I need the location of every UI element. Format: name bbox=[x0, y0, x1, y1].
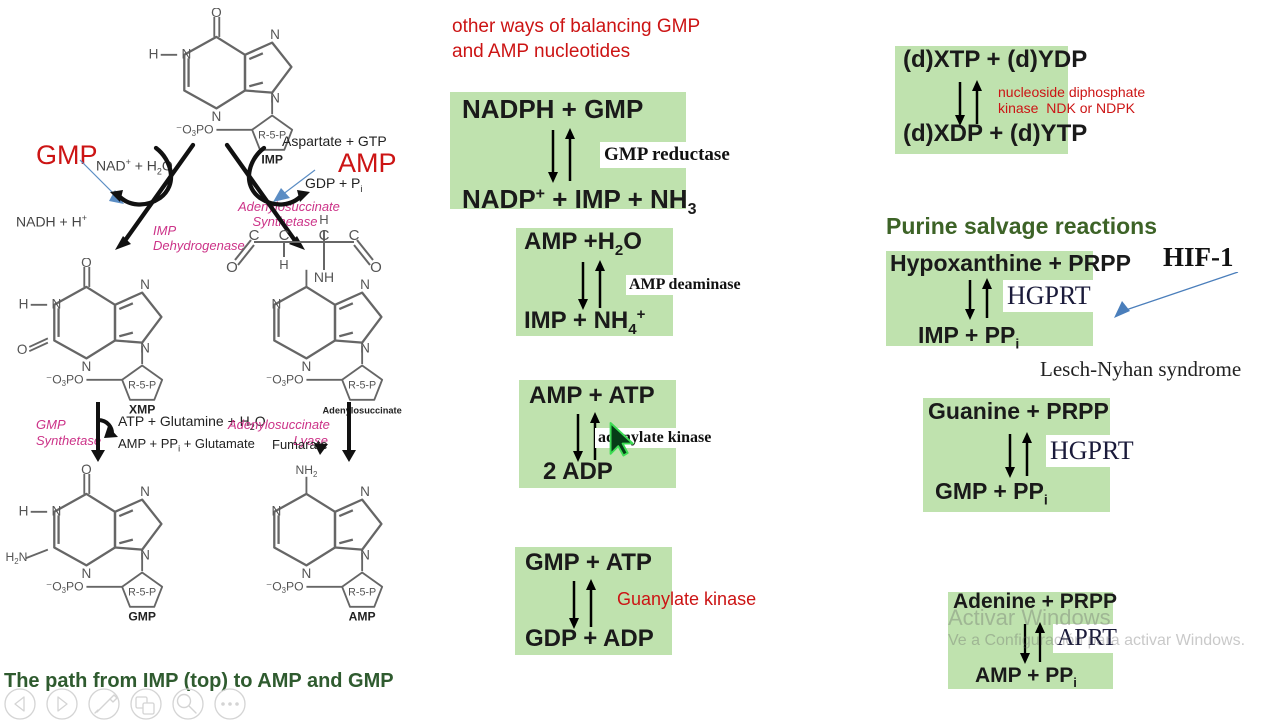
svg-text:N: N bbox=[182, 46, 192, 61]
svg-text:C: C bbox=[349, 227, 360, 244]
svg-text:N: N bbox=[360, 484, 370, 499]
svg-text:H: H bbox=[19, 296, 29, 311]
svg-text:⁻O3PO: ⁻O3PO bbox=[46, 372, 84, 388]
svg-text:N: N bbox=[52, 296, 62, 311]
svg-text:⁻O3PO: ⁻O3PO bbox=[46, 579, 84, 595]
svg-text:R-5-P: R-5-P bbox=[128, 379, 156, 391]
svg-text:NH2: NH2 bbox=[295, 463, 317, 479]
svg-text:N: N bbox=[140, 277, 150, 292]
svg-text:H2N: H2N bbox=[5, 550, 27, 566]
svg-text:N: N bbox=[272, 503, 282, 518]
svg-text:O: O bbox=[81, 462, 92, 477]
svg-text:AMP: AMP bbox=[349, 609, 376, 623]
svg-text:C: C bbox=[319, 227, 330, 244]
svg-text:O: O bbox=[211, 8, 222, 20]
svg-text:C: C bbox=[279, 227, 290, 244]
svg-text:N: N bbox=[270, 27, 280, 42]
svg-text:O: O bbox=[17, 342, 28, 357]
svg-text:N: N bbox=[140, 484, 150, 499]
svg-text:N: N bbox=[272, 296, 282, 311]
svg-text:C: C bbox=[249, 227, 260, 244]
svg-text:H: H bbox=[149, 46, 159, 61]
svg-text:R-5-P: R-5-P bbox=[348, 379, 376, 391]
svg-text:⁻O3PO: ⁻O3PO bbox=[266, 579, 304, 595]
svg-text:R-5-P: R-5-P bbox=[128, 586, 156, 598]
svg-text:O: O bbox=[81, 258, 92, 270]
svg-text:N: N bbox=[360, 277, 370, 292]
svg-text:H: H bbox=[19, 503, 29, 518]
svg-text:H: H bbox=[319, 212, 328, 227]
svg-text:⁻O3PO: ⁻O3PO bbox=[266, 372, 304, 388]
svg-text:N: N bbox=[52, 503, 62, 518]
svg-text:R-5-P: R-5-P bbox=[348, 586, 376, 598]
svg-text:GMP: GMP bbox=[128, 609, 156, 623]
